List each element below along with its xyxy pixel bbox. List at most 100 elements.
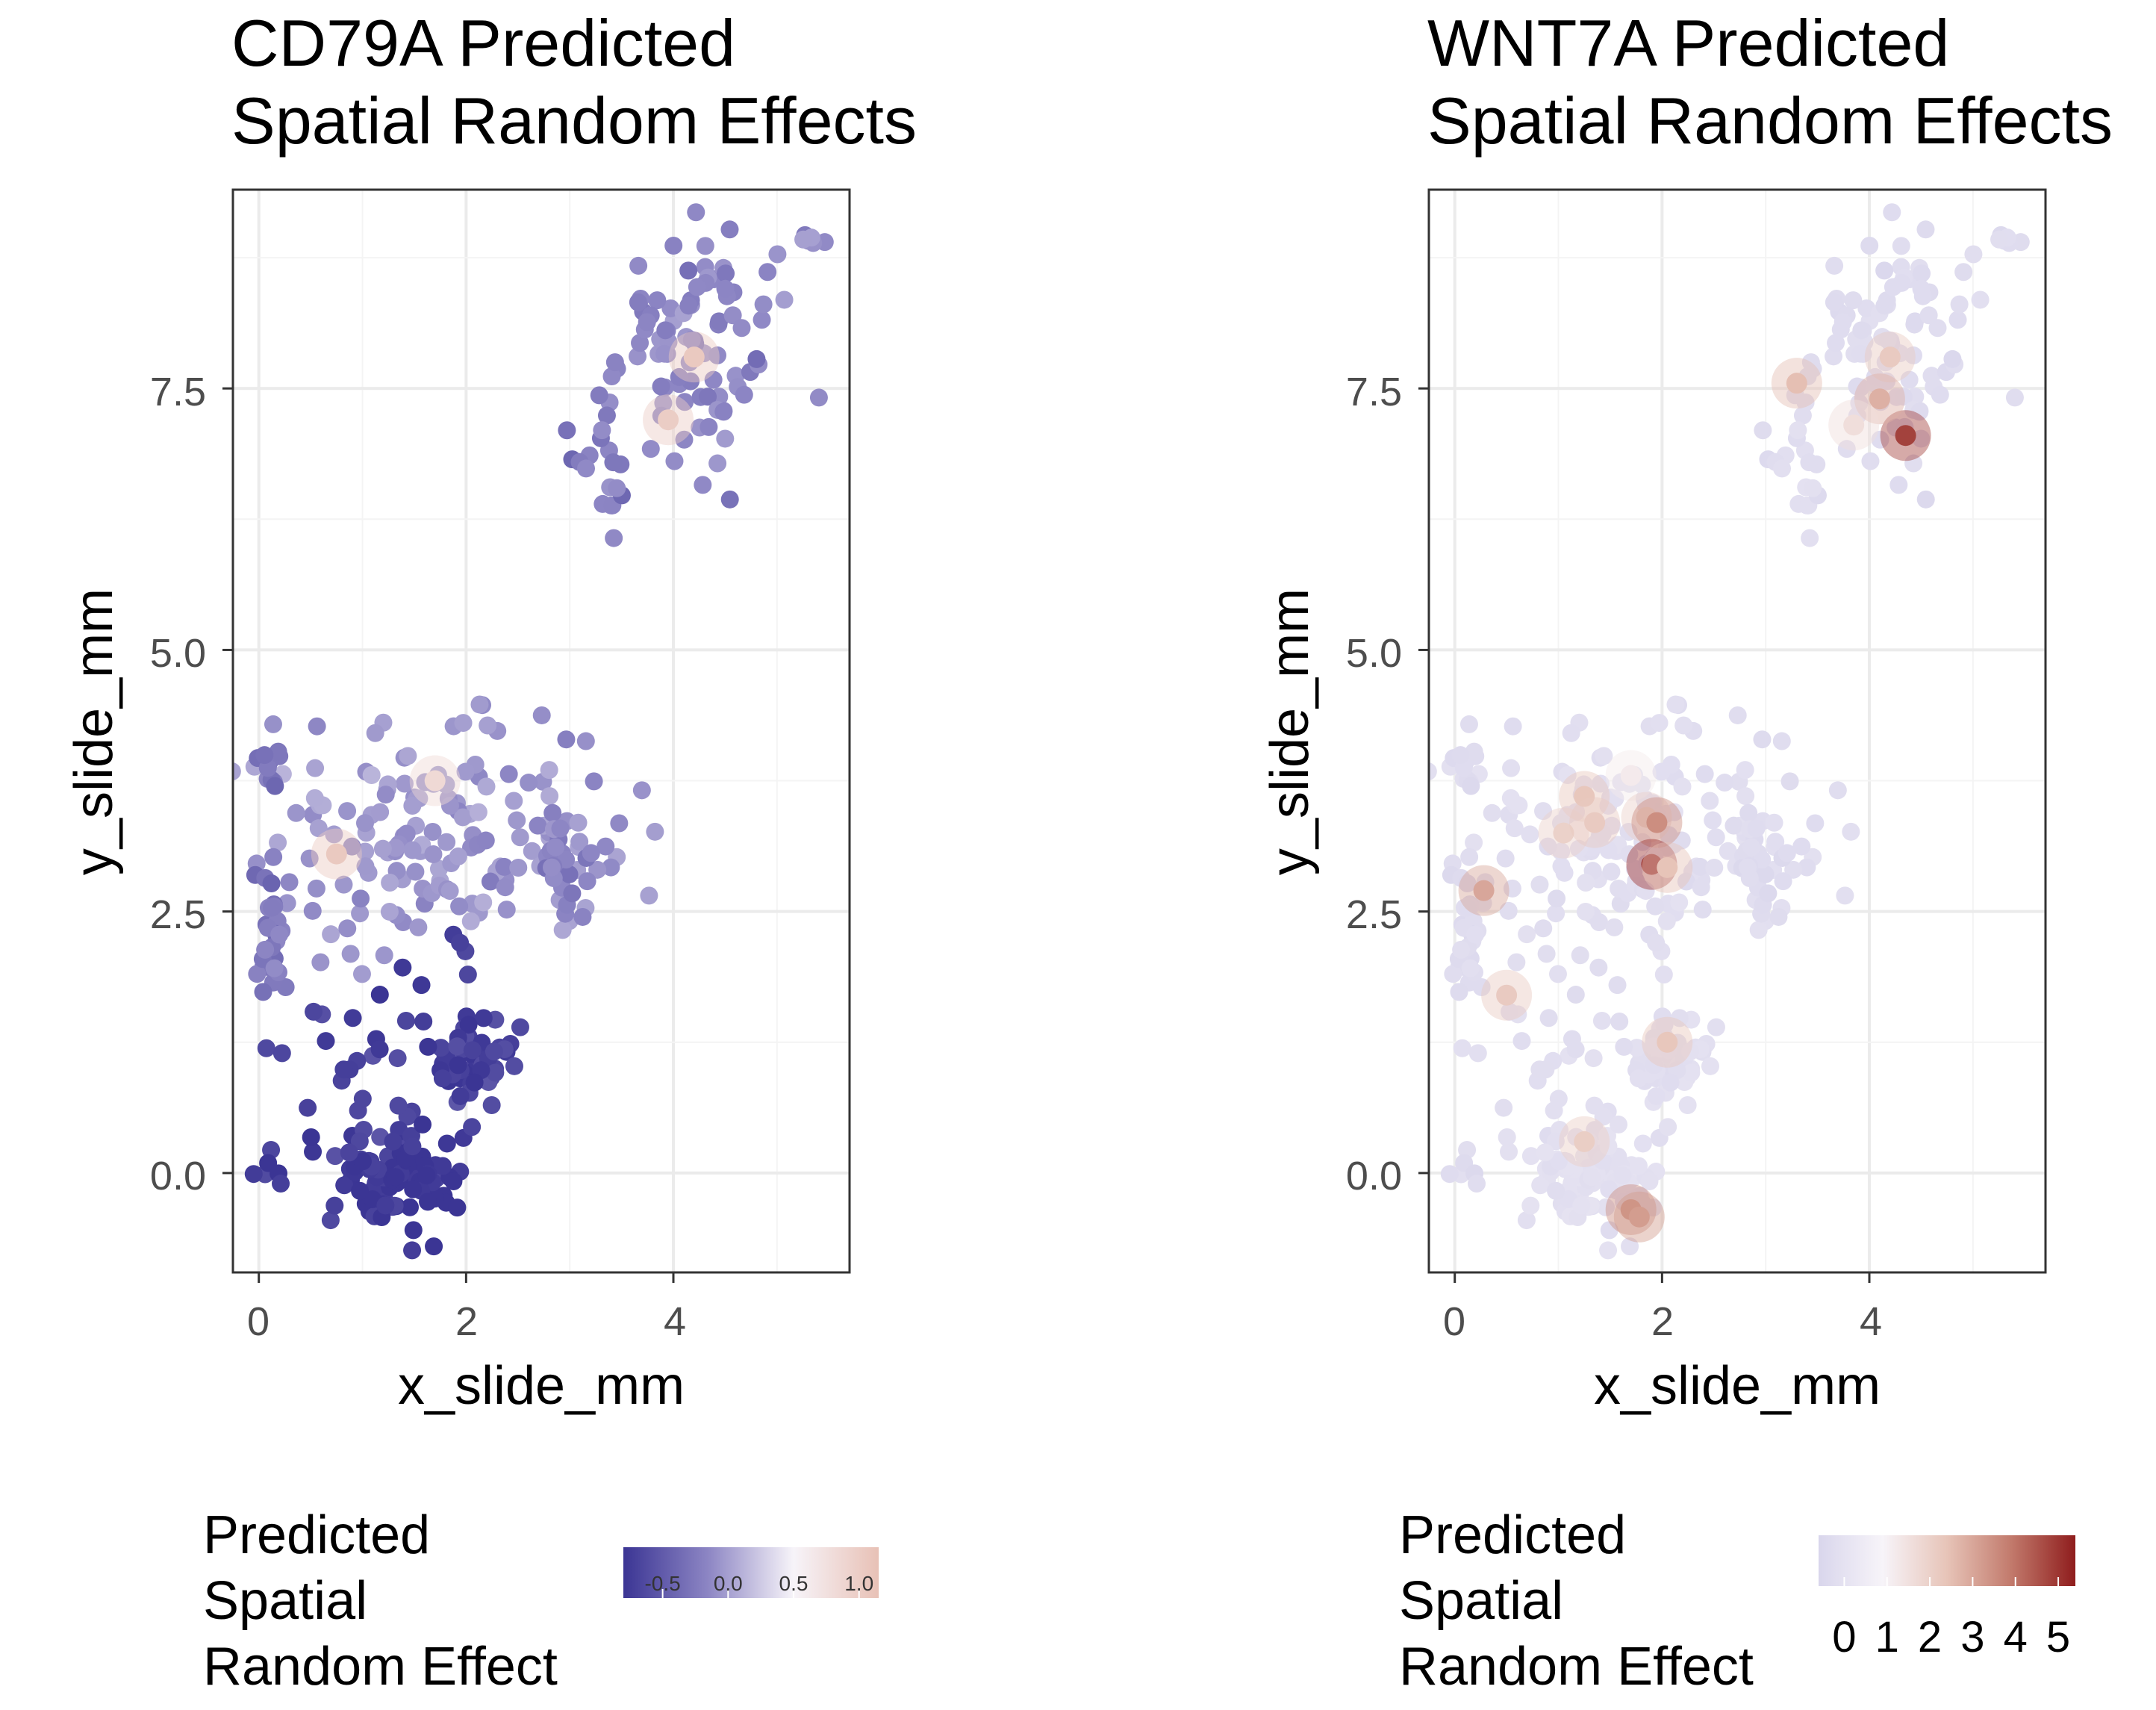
data-point: [474, 893, 492, 911]
chart-title-line-1: WNT7A Predicted: [1427, 6, 1949, 80]
hotspot-point: [658, 409, 679, 430]
hotspot-point: [1657, 1032, 1677, 1053]
data-point: [608, 479, 626, 497]
data-point: [652, 378, 670, 396]
cd79a-chart: CD79A Predicted Spatial Random Effects 0…: [64, 6, 917, 1697]
data-point: [633, 781, 651, 799]
data-point: [1954, 263, 1972, 281]
data-point: [351, 1182, 369, 1200]
data-point: [1829, 781, 1847, 799]
data-point: [540, 761, 558, 779]
data-point: [656, 321, 674, 339]
data-point: [1842, 823, 1860, 841]
data-point: [500, 765, 518, 783]
data-point: [1825, 257, 1843, 275]
data-point: [254, 983, 272, 1001]
data-point: [1655, 966, 1673, 983]
data-point: [462, 912, 480, 930]
data-point: [419, 1193, 437, 1210]
data-point: [1521, 1197, 1539, 1215]
data-point: [794, 231, 812, 249]
data-point: [498, 901, 516, 918]
legend: Predicted Spatial Random Effect -0.5 0.0 0…: [203, 1505, 879, 1697]
data-point: [687, 203, 705, 221]
data-point: [450, 898, 468, 915]
legend-title-line-2: Spatial: [1399, 1571, 1563, 1631]
data-point: [376, 946, 393, 964]
data-point: [720, 220, 738, 238]
data-point: [376, 1196, 394, 1214]
x-axis-title: x_slide_mm: [398, 1356, 685, 1416]
data-point: [1694, 901, 1712, 918]
data-point: [508, 812, 526, 830]
data-point: [1451, 746, 1469, 764]
data-point: [1586, 1097, 1604, 1115]
data-point: [1452, 941, 1470, 959]
data-point: [638, 313, 656, 331]
data-point: [417, 1166, 435, 1184]
data-point: [404, 1181, 422, 1198]
data-point: [700, 418, 717, 436]
data-point: [264, 715, 282, 733]
data-point: [717, 264, 735, 282]
data-point: [1549, 965, 1567, 983]
data-point: [325, 1197, 343, 1215]
data-point: [403, 1241, 421, 1259]
legend-colorbar: [1819, 1535, 2075, 1586]
data-point: [605, 529, 623, 547]
data-point: [573, 908, 591, 926]
legend-title-line-1: Predicted: [1399, 1505, 1626, 1565]
data-point: [1836, 886, 1854, 904]
data-point: [405, 1221, 423, 1239]
data-point: [1747, 820, 1765, 838]
data-point: [1769, 908, 1787, 926]
data-point: [1367, 1039, 1385, 1057]
data-point: [1548, 889, 1565, 907]
data-point: [776, 290, 794, 308]
data-point: [1739, 859, 1757, 877]
legend-tick-label: 0: [1832, 1613, 1856, 1661]
data-point: [384, 1133, 402, 1151]
data-point: [266, 960, 284, 977]
data-point: [1750, 921, 1768, 939]
data-point: [1506, 819, 1524, 837]
data-point: [577, 459, 595, 477]
legend-title-line-3: Random Effect: [203, 1637, 558, 1697]
data-point: [1610, 1013, 1628, 1030]
data-point: [354, 1089, 372, 1107]
data-point: [1670, 893, 1688, 911]
x-axis-title: x_slide_mm: [1594, 1356, 1881, 1416]
data-point: [1512, 1032, 1530, 1050]
data-point: [1615, 1038, 1633, 1056]
data-point: [466, 1074, 484, 1092]
data-point: [1917, 491, 1935, 509]
data-point: [1602, 862, 1620, 880]
data-point: [387, 1168, 405, 1186]
data-point: [511, 1019, 529, 1036]
data-point: [570, 814, 588, 832]
data-point: [1773, 733, 1791, 750]
data-point: [1875, 261, 1893, 279]
chart-title-line-1: CD79A Predicted: [231, 6, 735, 80]
data-point: [1659, 1118, 1677, 1136]
data-point: [356, 814, 374, 832]
data-point: [610, 814, 628, 832]
data-point: [340, 1143, 358, 1161]
data-point: [256, 941, 274, 959]
data-point: [604, 453, 622, 471]
data-point: [338, 919, 356, 937]
data-point: [1674, 717, 1692, 735]
x-tick-label: 2: [455, 1299, 478, 1344]
data-point: [1701, 792, 1719, 810]
y-tick-label: 2.5: [150, 892, 206, 937]
data-point: [425, 1237, 443, 1255]
data-point: [393, 959, 411, 977]
data-point: [810, 388, 828, 406]
data-point: [1563, 724, 1580, 742]
legend-ticks: 012345: [1832, 1577, 2070, 1661]
data-point: [449, 848, 467, 865]
legend-tick-label: -0.5: [644, 1572, 680, 1595]
data-point: [1800, 453, 1818, 471]
data-point: [1778, 844, 1796, 862]
data-point: [543, 859, 561, 877]
